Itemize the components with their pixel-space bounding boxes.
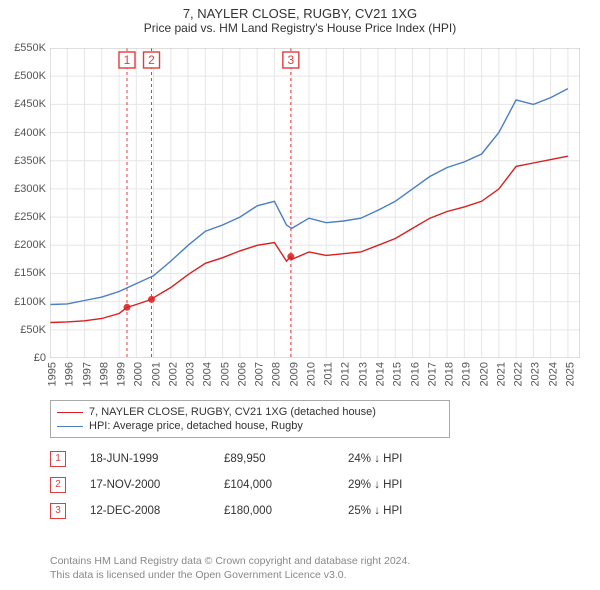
x-tick-label: 2011 bbox=[323, 362, 335, 386]
page-subtitle: Price paid vs. HM Land Registry's House … bbox=[0, 21, 600, 37]
x-tick-label: 2018 bbox=[444, 362, 456, 386]
x-tick-label: 2021 bbox=[496, 362, 508, 386]
legend-label-hpi: HPI: Average price, detached house, Rugb… bbox=[89, 420, 303, 432]
x-tick-label: 2006 bbox=[237, 362, 249, 386]
y-tick-label: £500K bbox=[14, 70, 46, 82]
sale-date: 18-JUN-1999 bbox=[90, 453, 200, 465]
x-tick-label: 1997 bbox=[81, 362, 93, 386]
x-tick-label: 2004 bbox=[202, 362, 214, 386]
attribution: Contains HM Land Registry data © Crown c… bbox=[50, 554, 580, 582]
legend: 7, NAYLER CLOSE, RUGBY, CV21 1XG (detach… bbox=[50, 400, 450, 438]
attribution-line2: This data is licensed under the Open Gov… bbox=[50, 568, 580, 582]
x-tick-label: 2020 bbox=[478, 362, 490, 386]
legend-item-property: 7, NAYLER CLOSE, RUGBY, CV21 1XG (detach… bbox=[57, 405, 443, 419]
x-tick-label: 1998 bbox=[98, 362, 110, 386]
sale-diff: 29% ↓ HPI bbox=[348, 479, 402, 491]
sale-date: 17-NOV-2000 bbox=[90, 479, 200, 491]
y-tick-label: £250K bbox=[14, 211, 46, 223]
page-title: 7, NAYLER CLOSE, RUGBY, CV21 1XG bbox=[0, 0, 600, 21]
sale-row: 2 17-NOV-2000 £104,000 29% ↓ HPI bbox=[50, 472, 580, 498]
y-tick-label: £0 bbox=[34, 352, 46, 364]
x-tick-label: 2012 bbox=[340, 362, 352, 386]
svg-text:3: 3 bbox=[287, 53, 294, 67]
sale-marker-icon: 2 bbox=[50, 477, 66, 493]
sale-list: 1 18-JUN-1999 £89,950 24% ↓ HPI 2 17-NOV-2000… bbox=[50, 446, 580, 524]
sale-price: £180,000 bbox=[224, 505, 324, 517]
x-tick-label: 2019 bbox=[461, 362, 473, 386]
line-chart: 1 2 3 bbox=[50, 48, 580, 358]
svg-text:2: 2 bbox=[148, 53, 155, 67]
y-tick-label: £550K bbox=[14, 42, 46, 54]
svg-text:1: 1 bbox=[124, 53, 131, 67]
y-tick-label: £300K bbox=[14, 183, 46, 195]
sale-diff: 24% ↓ HPI bbox=[348, 453, 402, 465]
y-tick-label: £350K bbox=[14, 155, 46, 167]
y-tick-label: £400K bbox=[14, 127, 46, 139]
x-tick-label: 2010 bbox=[306, 362, 318, 386]
x-tick-label: 2001 bbox=[150, 362, 162, 386]
x-tick-label: 2014 bbox=[375, 362, 387, 386]
sale-price: £104,000 bbox=[224, 479, 324, 491]
y-tick-label: £100K bbox=[14, 296, 46, 308]
y-tick-label: £450K bbox=[14, 98, 46, 110]
sale-marker-icon: 3 bbox=[50, 503, 66, 519]
sale-price: £89,950 bbox=[224, 453, 324, 465]
sale-row: 3 12-DEC-2008 £180,000 25% ↓ HPI bbox=[50, 498, 580, 524]
x-tick-label: 1995 bbox=[47, 362, 59, 386]
x-tick-label: 1999 bbox=[116, 362, 128, 386]
y-axis: £0£50K£100K£150K£200K£250K£300K£350K£400… bbox=[0, 48, 50, 358]
sale-diff: 25% ↓ HPI bbox=[348, 505, 402, 517]
x-tick-label: 2017 bbox=[426, 362, 438, 386]
x-tick-label: 2008 bbox=[271, 362, 283, 386]
x-tick-label: 2000 bbox=[133, 362, 145, 386]
x-axis: 1995 1996 1997 1998 1999 2000 2001 2002 2003 2004… bbox=[50, 360, 580, 400]
x-tick-label: 2015 bbox=[392, 362, 404, 386]
legend-swatch-hpi bbox=[57, 426, 83, 427]
sale-date: 12-DEC-2008 bbox=[90, 505, 200, 517]
x-tick-label: 1996 bbox=[64, 362, 76, 386]
x-tick-label: 2022 bbox=[513, 362, 525, 386]
x-tick-label: 2003 bbox=[185, 362, 197, 386]
x-tick-label: 2005 bbox=[219, 362, 231, 386]
x-tick-label: 2007 bbox=[254, 362, 266, 386]
legend-label-property: 7, NAYLER CLOSE, RUGBY, CV21 1XG (detach… bbox=[89, 406, 376, 418]
sale-marker-icon: 1 bbox=[50, 451, 66, 467]
x-tick-label: 2002 bbox=[168, 362, 180, 386]
y-tick-label: £150K bbox=[14, 267, 46, 279]
y-tick-label: £200K bbox=[14, 239, 46, 251]
x-tick-label: 2013 bbox=[357, 362, 369, 386]
sale-row: 1 18-JUN-1999 £89,950 24% ↓ HPI bbox=[50, 446, 580, 472]
attribution-line1: Contains HM Land Registry data © Crown c… bbox=[50, 554, 580, 568]
x-tick-label: 2023 bbox=[530, 362, 542, 386]
x-tick-label: 2009 bbox=[288, 362, 300, 386]
x-tick-label: 2024 bbox=[547, 362, 559, 386]
legend-swatch-property bbox=[57, 412, 83, 413]
y-tick-label: £50K bbox=[20, 324, 46, 336]
x-tick-label: 2016 bbox=[409, 362, 421, 386]
legend-item-hpi: HPI: Average price, detached house, Rugb… bbox=[57, 419, 443, 433]
x-tick-label: 2025 bbox=[565, 362, 577, 386]
